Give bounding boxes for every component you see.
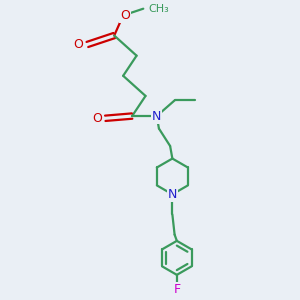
Text: CH₃: CH₃ [149,4,170,14]
Text: O: O [121,9,130,22]
Text: N: N [168,188,177,201]
Text: N: N [152,110,161,123]
Text: O: O [92,112,102,125]
Text: O: O [73,38,83,51]
Text: F: F [173,283,180,296]
